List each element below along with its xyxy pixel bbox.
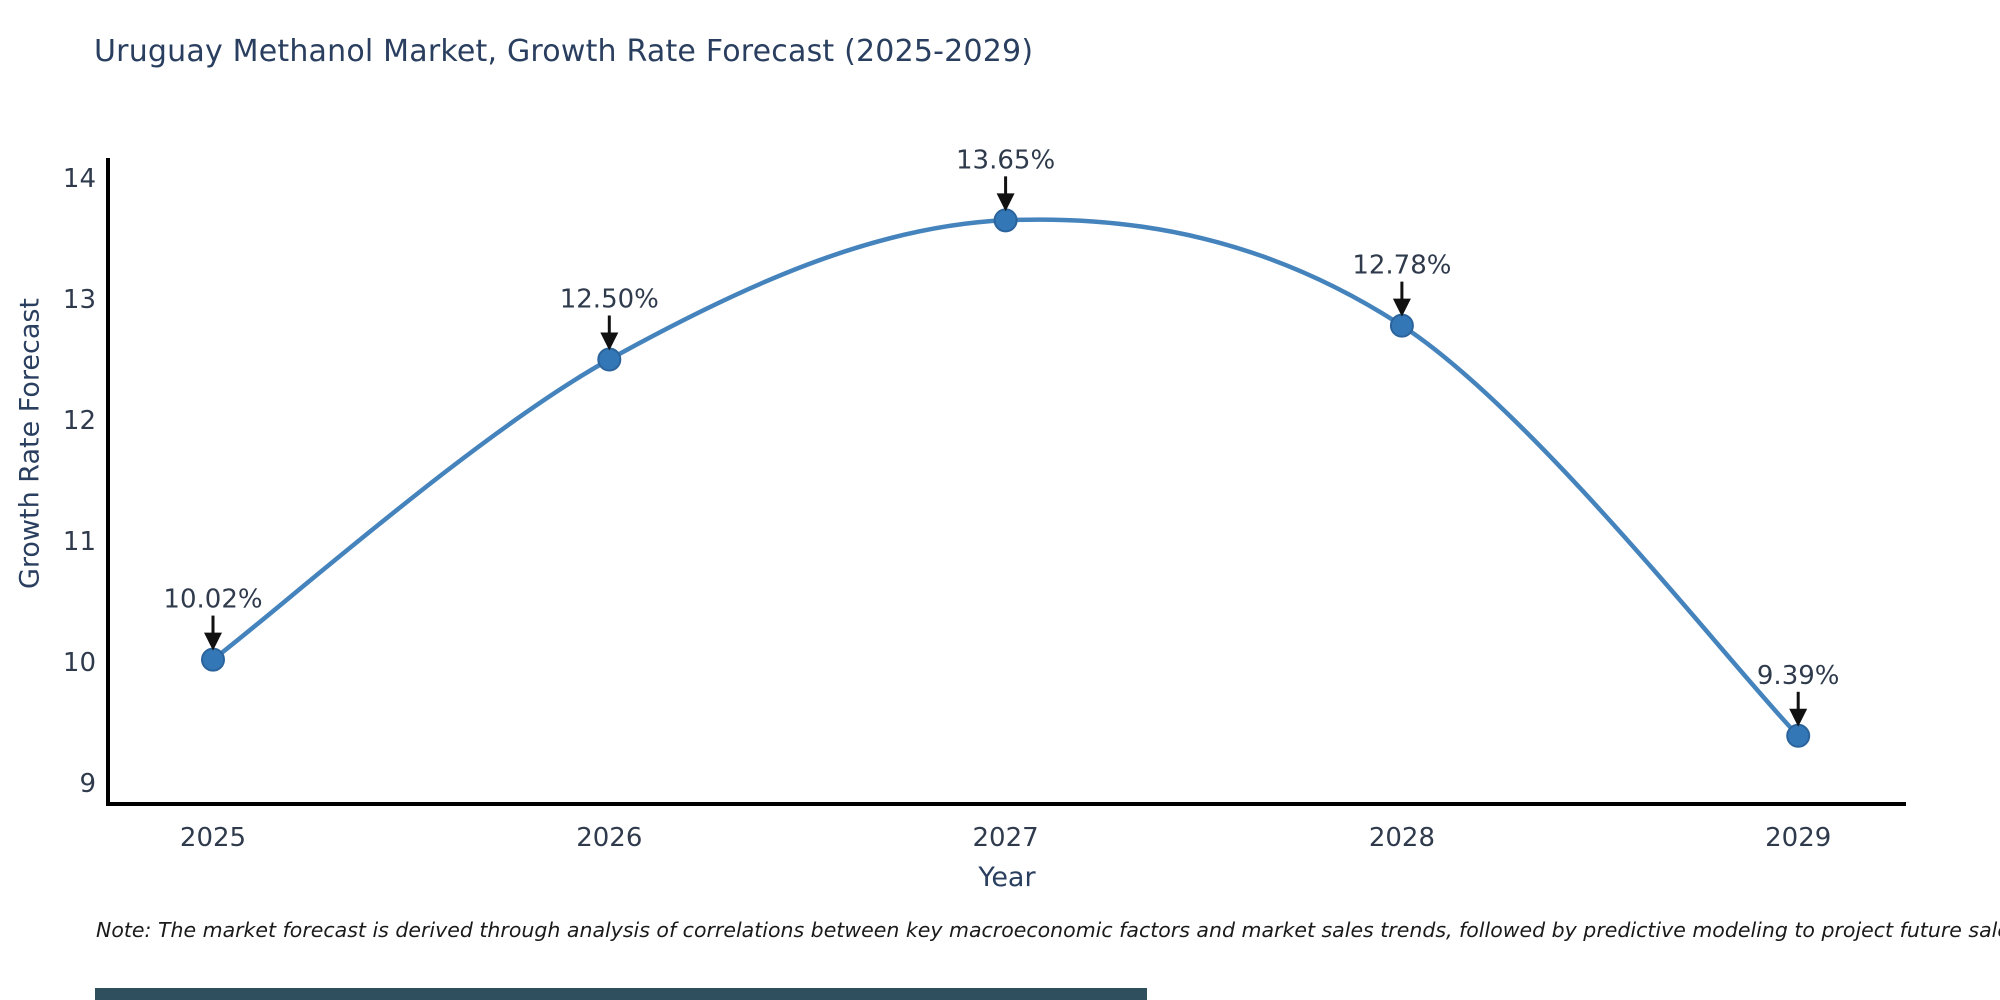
annotation-arrowhead bbox=[1789, 708, 1808, 727]
annotation-arrowhead bbox=[996, 193, 1015, 212]
forecast-line bbox=[210, 217, 1801, 739]
annotation-arrowhead bbox=[1392, 298, 1411, 317]
x-tick-label: 2028 bbox=[1369, 823, 1435, 853]
annotation-arrowhead bbox=[600, 332, 619, 351]
x-tick-label: 2026 bbox=[576, 823, 642, 853]
y-axis-line bbox=[106, 158, 110, 806]
data-point-label: 9.39% bbox=[1757, 661, 1840, 691]
data-point bbox=[993, 208, 1018, 233]
x-axis-line bbox=[106, 802, 1906, 806]
data-point bbox=[597, 347, 622, 372]
y-tick-label: 11 bbox=[63, 527, 96, 557]
data-point-label: 13.65% bbox=[956, 145, 1055, 175]
x-tick-label: 2029 bbox=[1765, 823, 1831, 853]
x-tick-label: 2025 bbox=[180, 823, 246, 853]
annotation-arrowhead bbox=[204, 632, 222, 651]
data-point-label: 12.78% bbox=[1352, 251, 1451, 281]
footnote: Note: The market forecast is derived thr… bbox=[96, 918, 2000, 942]
data-point bbox=[1389, 313, 1414, 338]
y-tick-label: 13 bbox=[63, 285, 96, 315]
data-point bbox=[201, 647, 225, 672]
y-tick-label: 9 bbox=[79, 769, 96, 799]
y-tick-label: 10 bbox=[63, 648, 96, 678]
y-tick-label: 14 bbox=[63, 164, 96, 194]
data-point-label: 12.50% bbox=[560, 285, 659, 315]
x-axis-title: Year bbox=[978, 862, 1036, 893]
page-title: Uruguay Methanol Market, Growth Rate For… bbox=[94, 34, 1034, 69]
data-point bbox=[1786, 723, 1811, 748]
x-tick-label: 2027 bbox=[973, 823, 1039, 853]
y-tick-label: 12 bbox=[63, 406, 96, 436]
footer-bar bbox=[95, 988, 1147, 1000]
data-point-label: 10.02% bbox=[163, 585, 262, 615]
